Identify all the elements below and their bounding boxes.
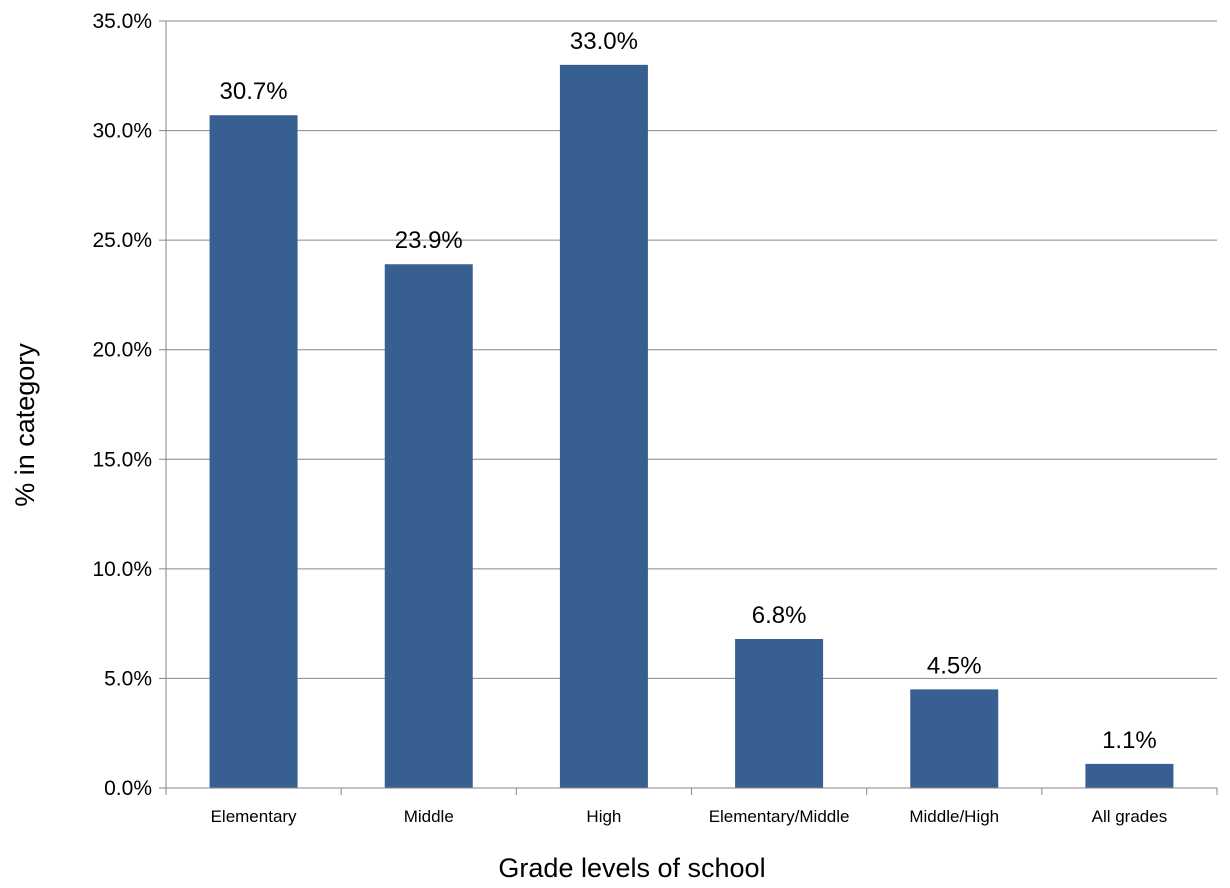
y-tick-label: 25.0% — [92, 229, 152, 252]
labels: 0.0% 5.0% 10.0% 15.0% 20.0% 25.0% 30.0% 35.0% 30… — [92, 10, 1167, 826]
y-tick-label: 15.0% — [92, 448, 152, 471]
bar — [209, 115, 298, 788]
y-tick-label: 30.0% — [92, 120, 152, 143]
x-tick-label: Elementary — [211, 807, 297, 826]
data-label: 1.1% — [1102, 727, 1157, 754]
x-tick-label: Middle/High — [909, 807, 999, 826]
x-tick-label: High — [586, 807, 621, 826]
y-tick-label: 35.0% — [92, 10, 152, 33]
y-tick-label: 10.0% — [92, 558, 152, 581]
x-axis-title: Grade levels of school — [498, 853, 765, 883]
data-label: 33.0% — [570, 28, 638, 55]
x-tick-label: All grades — [1092, 807, 1168, 826]
bar — [910, 689, 999, 788]
bar — [384, 264, 473, 789]
axes — [159, 20, 1218, 795]
bar — [1085, 763, 1174, 788]
bar — [735, 638, 824, 788]
data-label: 4.5% — [927, 652, 982, 679]
bar — [559, 64, 648, 789]
x-tick-label: Middle — [404, 807, 454, 826]
y-axis-title: % in category — [10, 343, 40, 507]
y-tick-label: 0.0% — [104, 777, 152, 800]
data-label: 6.8% — [752, 602, 807, 629]
bars — [209, 64, 1174, 789]
data-label: 30.7% — [220, 78, 288, 105]
y-tick-label: 20.0% — [92, 339, 152, 362]
data-label: 23.9% — [395, 227, 463, 254]
x-tick-label: Elementary/Middle — [709, 807, 850, 826]
y-tick-label: 5.0% — [104, 667, 152, 690]
gridlines — [166, 20, 1217, 679]
